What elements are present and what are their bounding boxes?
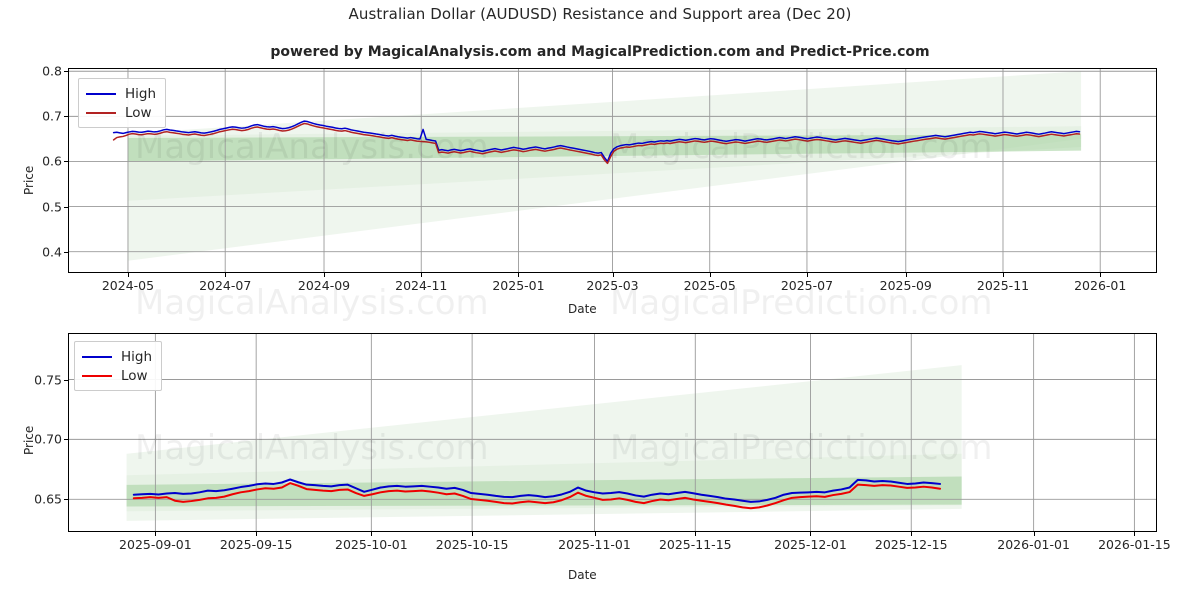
legend-line-high (82, 355, 112, 358)
y-tick-mark (64, 379, 68, 381)
y-tick-label: 0.6 (42, 153, 62, 169)
overview-plot-svg (69, 69, 1156, 272)
x-tick-mark (709, 273, 711, 277)
overview-legend: High Low (78, 78, 167, 128)
legend-row-low: Low (82, 366, 152, 385)
zoom-x-axis-label: Date (568, 568, 597, 582)
page-subtitle: powered by MagicalAnalysis.com and Magic… (270, 44, 930, 60)
series-line-high (112, 120, 1081, 163)
x-tick-label: 2025-10-15 (435, 537, 509, 552)
legend-row-high: High (86, 84, 156, 103)
x-tick-label: 2026-01-15 (1098, 537, 1171, 552)
zoom-plot-area (68, 333, 1157, 532)
x-tick-label: 2025-10-01 (335, 537, 408, 552)
x-tick-label: 2025-01 (492, 278, 545, 293)
x-tick-mark (1033, 532, 1035, 536)
y-tick-label: 0.70 (34, 431, 62, 447)
x-tick-mark (1100, 273, 1102, 277)
x-tick-mark (911, 532, 913, 536)
legend-line-low (82, 374, 112, 377)
series-line-high (132, 478, 942, 503)
y-tick-label: 0.75 (34, 372, 62, 387)
legend-row-low: Low (86, 103, 156, 122)
x-tick-mark (810, 532, 812, 536)
x-tick-mark (371, 532, 373, 536)
x-tick-mark (421, 273, 423, 277)
y-tick-mark (64, 499, 68, 501)
legend-label-high: High (125, 85, 157, 102)
y-tick-mark (64, 116, 68, 118)
zoom-plot-svg (69, 334, 1156, 531)
x-tick-label: 2025-11-01 (558, 537, 631, 552)
x-tick-mark (806, 273, 808, 277)
y-tick-label: 0.7 (42, 108, 62, 124)
x-tick-mark (695, 532, 697, 536)
x-tick-mark (1134, 532, 1136, 536)
overview-y-axis-label: Price (22, 165, 36, 195)
series-line-low (112, 122, 1081, 165)
y-tick-label: 0.65 (34, 491, 62, 507)
legend-label-low: Low (125, 104, 152, 121)
y-tick-label: 0.5 (42, 199, 62, 215)
x-tick-mark (256, 532, 258, 536)
legend-row-high: High (82, 347, 152, 366)
overview-x-axis-label: Date (568, 302, 597, 316)
y-tick-mark (64, 71, 68, 73)
x-tick-label: 2025-07 (780, 278, 834, 293)
x-tick-mark (127, 273, 129, 277)
x-tick-mark (225, 273, 227, 277)
support-resistance-band (127, 71, 1082, 261)
y-tick-mark (64, 439, 68, 441)
legend-label-high: High (121, 348, 153, 365)
x-tick-mark (472, 532, 474, 536)
x-tick-label: 2025-12-01 (774, 537, 847, 552)
x-tick-label: 2025-05 (683, 278, 736, 293)
x-tick-mark (324, 273, 325, 277)
x-tick-label: 2024-09 (297, 278, 351, 293)
y-tick-label: 0.4 (42, 244, 62, 260)
x-tick-mark (594, 532, 596, 536)
zoom-legend: High Low (74, 341, 163, 391)
x-tick-mark (1002, 273, 1004, 277)
zoom-chart-panel (68, 333, 1157, 532)
y-tick-mark (64, 206, 68, 208)
x-tick-label: 2024-07 (199, 278, 252, 293)
x-tick-label: 2026-01-01 (997, 537, 1070, 552)
x-tick-label: 2024-05 (101, 278, 155, 293)
y-tick-label: 0.8 (42, 63, 62, 79)
legend-line-low (86, 111, 116, 114)
y-tick-mark (64, 161, 68, 163)
overview-plot-area (68, 68, 1157, 273)
x-tick-label: 2025-11 (976, 278, 1030, 293)
x-tick-label: 2026-01 (1074, 278, 1127, 293)
x-tick-mark (905, 273, 907, 277)
x-tick-mark (518, 273, 520, 277)
x-tick-label: 2025-03 (586, 278, 639, 293)
legend-line-high (86, 92, 116, 95)
x-tick-label: 2025-11-15 (658, 537, 732, 552)
overview-chart-panel (68, 68, 1157, 273)
page-title: Australian Dollar (AUDUSD) Resistance an… (348, 5, 852, 23)
x-tick-mark (612, 273, 614, 277)
y-tick-mark (64, 251, 68, 253)
legend-label-low: Low (121, 367, 148, 384)
x-tick-label: 2025-09 (879, 278, 932, 293)
series-line-low (132, 482, 942, 510)
x-tick-label: 2025-12-15 (874, 537, 948, 552)
x-tick-label: 2025-09-01 (119, 537, 192, 552)
x-tick-label: 2025-09-15 (219, 537, 293, 552)
x-tick-mark (155, 532, 157, 536)
x-tick-label: 2024-11 (395, 278, 448, 293)
